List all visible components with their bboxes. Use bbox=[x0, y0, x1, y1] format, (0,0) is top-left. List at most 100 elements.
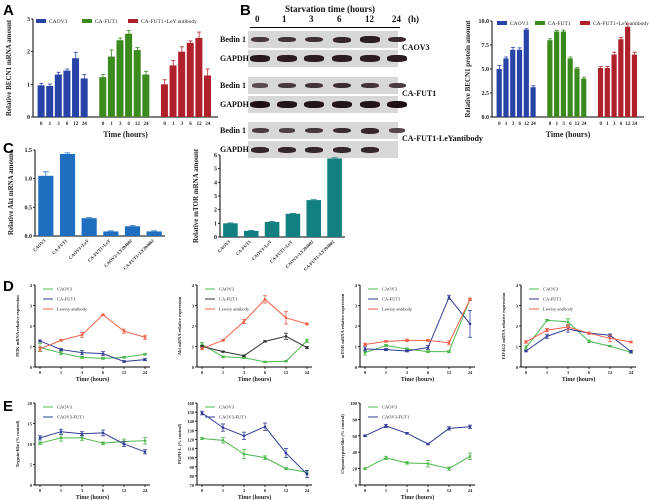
x-tick-label: 12 bbox=[135, 122, 141, 127]
x-tick-label: CAOV3+LeY bbox=[251, 239, 274, 262]
data-point bbox=[587, 331, 591, 335]
data-point bbox=[80, 351, 84, 354]
x-tick-label: 0 bbox=[364, 370, 367, 375]
y-tick-label: 5.0 bbox=[482, 67, 490, 73]
legend-swatch bbox=[535, 21, 545, 25]
panel-label-b: B bbox=[240, 2, 251, 19]
y-axis-label: mTOR mRNA relative expression bbox=[340, 293, 345, 358]
x-tick-label: 3 bbox=[406, 370, 409, 375]
series-line bbox=[201, 412, 308, 475]
blot-strip bbox=[248, 122, 398, 139]
x-tick-label: 1 bbox=[222, 370, 225, 375]
blot-group-label: CA-FUT1 bbox=[402, 89, 437, 98]
data-point bbox=[524, 346, 528, 349]
series-line bbox=[525, 326, 632, 343]
data-point bbox=[284, 467, 288, 470]
y-tick-label: 1 bbox=[30, 345, 33, 350]
data-point bbox=[122, 360, 126, 363]
data-point bbox=[200, 437, 204, 440]
y-tick-label: 70 bbox=[190, 483, 195, 488]
y-tick-label: 1 bbox=[27, 82, 30, 88]
y-tick-label: 90 bbox=[190, 465, 195, 470]
blot-band bbox=[360, 146, 380, 153]
x-tick-label: 1 bbox=[110, 122, 113, 127]
bar bbox=[625, 26, 631, 117]
data-point bbox=[284, 451, 288, 455]
blot-band bbox=[278, 128, 296, 133]
x-tick-label: 12 bbox=[73, 122, 79, 127]
data-point bbox=[200, 347, 204, 350]
y-tick-label: 1 bbox=[516, 345, 519, 350]
legend-label: CA-FUT1 bbox=[95, 19, 118, 25]
bar bbox=[146, 231, 162, 236]
data-point bbox=[426, 442, 430, 446]
x-tick-label: 24 bbox=[205, 122, 211, 127]
data-point bbox=[363, 467, 367, 470]
y-tick-label: 80 bbox=[353, 417, 358, 422]
data-point bbox=[143, 439, 147, 443]
x-tick-label: 0 bbox=[39, 370, 42, 375]
y-tick-label: 1 bbox=[355, 345, 358, 350]
y-tick-label: 140 bbox=[187, 419, 195, 424]
legend-swatch bbox=[497, 21, 507, 25]
y-tick-label: 0.0 bbox=[482, 115, 490, 121]
data-point bbox=[242, 354, 246, 358]
legend-label: CAOV3-FUT1 bbox=[382, 415, 409, 420]
data-point bbox=[221, 426, 225, 429]
data-point bbox=[468, 322, 472, 326]
legend-swatch bbox=[82, 19, 92, 23]
bar bbox=[618, 39, 624, 117]
data-point bbox=[263, 456, 267, 459]
x-tick-label: 0 bbox=[498, 122, 501, 127]
y-tick-label: 40 bbox=[353, 450, 358, 455]
blot-band bbox=[332, 55, 352, 62]
y-tick-label: 15 bbox=[28, 422, 33, 427]
blot-timepoint-label: 6 bbox=[337, 14, 342, 24]
legend-label: CAOV3 bbox=[382, 287, 398, 292]
x-tick-label: 6 bbox=[427, 488, 430, 493]
data-point bbox=[468, 298, 472, 301]
x-tick-label: 1 bbox=[606, 122, 609, 127]
data-point bbox=[221, 339, 225, 342]
data-point bbox=[405, 461, 409, 465]
x-tick-label: CAOV3 bbox=[32, 238, 47, 253]
blot-band bbox=[361, 82, 379, 89]
data-point bbox=[143, 352, 147, 356]
blot-band bbox=[360, 101, 380, 108]
x-tick-label: 24 bbox=[468, 370, 473, 375]
bar bbox=[72, 58, 80, 117]
data-point bbox=[263, 340, 267, 343]
legend-label: CA-FUT1 bbox=[219, 297, 238, 302]
x-tick-label: 6 bbox=[588, 370, 591, 375]
y-tick-label: 110 bbox=[187, 447, 194, 452]
data-point bbox=[363, 434, 367, 438]
data-point bbox=[263, 360, 267, 364]
x-tick-label: 12 bbox=[608, 370, 613, 375]
x-tick-label: 6 bbox=[102, 488, 105, 493]
y-tick-label: 2 bbox=[516, 324, 519, 329]
data-point bbox=[80, 436, 84, 440]
legend-swatch bbox=[580, 21, 590, 25]
y-axis-label: EIF4G2 mRNA relative expression bbox=[501, 292, 506, 359]
y-tick-label: 7.5 bbox=[482, 43, 490, 49]
y-tick-label: 1 bbox=[214, 221, 217, 227]
series-line bbox=[525, 319, 632, 353]
blot-strip bbox=[248, 31, 398, 48]
bar bbox=[611, 54, 617, 117]
data-point bbox=[447, 341, 451, 345]
data-point bbox=[80, 333, 84, 337]
blot-band bbox=[360, 127, 380, 134]
data-point bbox=[242, 320, 246, 323]
bar bbox=[306, 200, 322, 237]
x-axis-label: Time (hours) bbox=[238, 494, 271, 500]
x-tick-label: 6 bbox=[264, 370, 267, 375]
y-axis-label: Relative mTOR mRNA amount bbox=[192, 148, 200, 243]
y-tick-label: 3 bbox=[516, 304, 519, 309]
x-tick-label: 3 bbox=[181, 122, 184, 127]
blot-band bbox=[332, 101, 352, 108]
data-point bbox=[447, 467, 451, 470]
data-point bbox=[524, 340, 528, 344]
data-point bbox=[284, 359, 288, 363]
series-line bbox=[364, 299, 471, 345]
data-point bbox=[524, 349, 528, 353]
